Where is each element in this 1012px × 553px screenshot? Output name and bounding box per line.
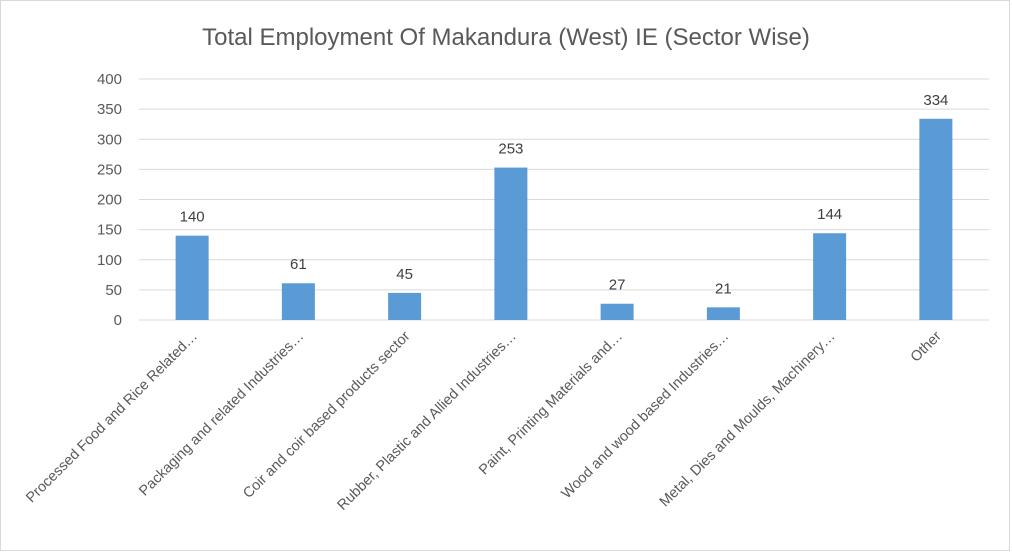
bar	[281, 283, 315, 320]
x-category-label: Other	[908, 328, 945, 365]
bar	[706, 307, 740, 320]
bar	[919, 118, 953, 320]
data-label: 144	[817, 206, 842, 223]
bar	[175, 235, 209, 320]
bar	[813, 233, 847, 320]
x-category-label: Rubber, Plastic and Allied Industries…	[335, 329, 520, 514]
x-category-label: Processed Food and Rice Related…	[23, 329, 201, 507]
x-axis-categories: Processed Food and Rice Related…Packagin…	[23, 328, 945, 513]
y-tick-label: 150	[97, 222, 122, 239]
y-tick-label: 50	[105, 282, 122, 299]
bar	[388, 292, 422, 320]
data-label: 140	[180, 209, 205, 226]
data-label: 45	[396, 266, 413, 283]
y-tick-label: 400	[97, 71, 122, 88]
data-label: 253	[498, 141, 523, 158]
data-label: 334	[923, 92, 948, 109]
x-category-label: Packaging and related Industries…	[136, 329, 307, 500]
x-category-label: Metal, Dies and Moulds, Machinery…	[657, 329, 839, 511]
y-tick-label: 200	[97, 192, 122, 209]
x-category-label: Wood and wood based Industries…	[559, 329, 733, 503]
data-labels: 140 61 45 253 27 21 144 334	[180, 92, 949, 298]
data-label: 27	[609, 277, 626, 294]
bar	[600, 303, 634, 320]
gridlines	[139, 78, 989, 321]
y-axis-ticks: 0 50 100 150 200 250 300 350 400	[97, 71, 122, 329]
data-label: 61	[290, 256, 307, 273]
x-category-label: Coir and coir based products sector	[240, 328, 413, 501]
bar	[494, 167, 528, 320]
y-tick-label: 350	[97, 101, 122, 118]
chart-title: Total Employment Of Makandura (West) IE …	[202, 24, 810, 51]
y-tick-label: 0	[114, 312, 122, 329]
y-tick-label: 250	[97, 161, 122, 178]
bars	[175, 118, 953, 320]
y-tick-label: 300	[97, 131, 122, 148]
y-tick-label: 100	[97, 252, 122, 269]
data-label: 21	[715, 280, 732, 297]
